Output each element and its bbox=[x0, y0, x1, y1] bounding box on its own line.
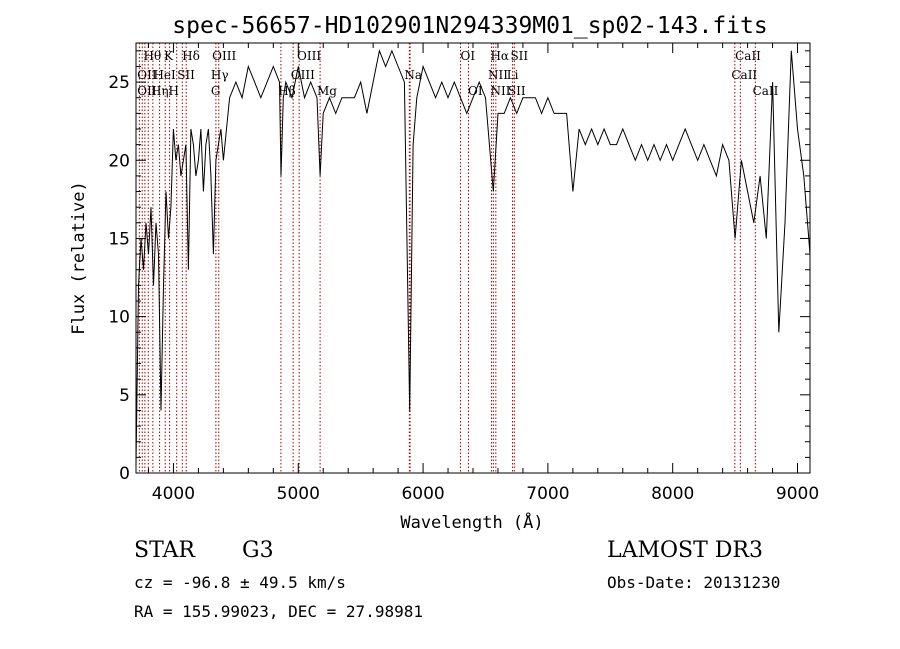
subclass: G3 bbox=[242, 538, 274, 563]
y-axis-label: Flux (relative) bbox=[69, 181, 89, 335]
line-label-3: OIII bbox=[212, 49, 236, 63]
x-axis-ticks: 4000 5000 6000 7000 8000 9000 bbox=[147, 43, 819, 504]
line-label-17: CaII bbox=[731, 68, 757, 82]
line-label-9: OII bbox=[137, 68, 157, 82]
object-class: STAR bbox=[134, 538, 195, 563]
line-label-23: Mg bbox=[317, 84, 337, 98]
line-label-5: OI bbox=[461, 49, 476, 63]
line-label-8: CaII bbox=[735, 49, 761, 63]
line-label-0: Hθ bbox=[143, 49, 161, 63]
line-label-2: Hδ bbox=[182, 49, 200, 63]
line-label-6: Hα bbox=[490, 49, 509, 63]
y-tick-label-3: 15 bbox=[108, 229, 130, 249]
line-label-20: H bbox=[168, 84, 178, 98]
line-label-26: SII bbox=[508, 84, 526, 98]
line-label-19: Hη bbox=[151, 84, 169, 98]
chart-title: spec-56657-HD102901N294339M01_sp02-143.f… bbox=[172, 13, 767, 39]
line-label-15: NII bbox=[488, 68, 508, 82]
y-tick-label-1: 5 bbox=[119, 386, 130, 406]
line-label-10: HeI bbox=[153, 68, 176, 82]
x-axis-label: Wavelength (Å) bbox=[400, 511, 543, 533]
survey-name: LAMOST DR3 bbox=[607, 538, 763, 563]
line-label-1: K bbox=[164, 49, 174, 63]
y-tick-label-0: 0 bbox=[119, 464, 130, 484]
x-tick-label-4: 8000 bbox=[651, 484, 694, 504]
line-label-22: Hβ bbox=[278, 84, 295, 98]
line-label-18: OII bbox=[137, 84, 157, 98]
line-label-12: Hγ bbox=[211, 68, 229, 82]
line-markers bbox=[138, 43, 756, 473]
y-axis-ticks: 0 5 10 15 20 25 bbox=[108, 50, 810, 484]
cz-value: cz = -96.8 ± 49.5 km/s bbox=[134, 573, 346, 592]
line-label-13: OIII bbox=[291, 68, 315, 82]
spectrum-line bbox=[135, 49, 811, 466]
line-label-16: Li bbox=[507, 68, 519, 82]
x-tick-label-5: 9000 bbox=[776, 484, 819, 504]
line-label-25: NII bbox=[490, 84, 510, 98]
y-tick-label-2: 10 bbox=[108, 308, 130, 328]
x-tick-label-1: 5000 bbox=[277, 484, 320, 504]
line-label-7: SII bbox=[510, 49, 528, 63]
x-tick-label-3: 7000 bbox=[526, 484, 569, 504]
plot-frame bbox=[135, 42, 811, 474]
line-label-27: CaII bbox=[753, 84, 779, 98]
y-tick-label-5: 25 bbox=[108, 73, 130, 93]
line-label-11: SII bbox=[177, 68, 195, 82]
line-label-14: Na bbox=[404, 68, 422, 82]
x-tick-label-0: 4000 bbox=[152, 484, 195, 504]
line-label-4: OIII bbox=[297, 49, 321, 63]
y-tick-label-4: 20 bbox=[108, 151, 130, 171]
obs-date: Obs-Date: 20131230 bbox=[607, 573, 781, 592]
coordinates: RA = 155.99023, DEC = 27.98981 bbox=[134, 602, 423, 621]
x-tick-label-2: 6000 bbox=[401, 484, 444, 504]
line-label-21: G bbox=[211, 84, 221, 98]
